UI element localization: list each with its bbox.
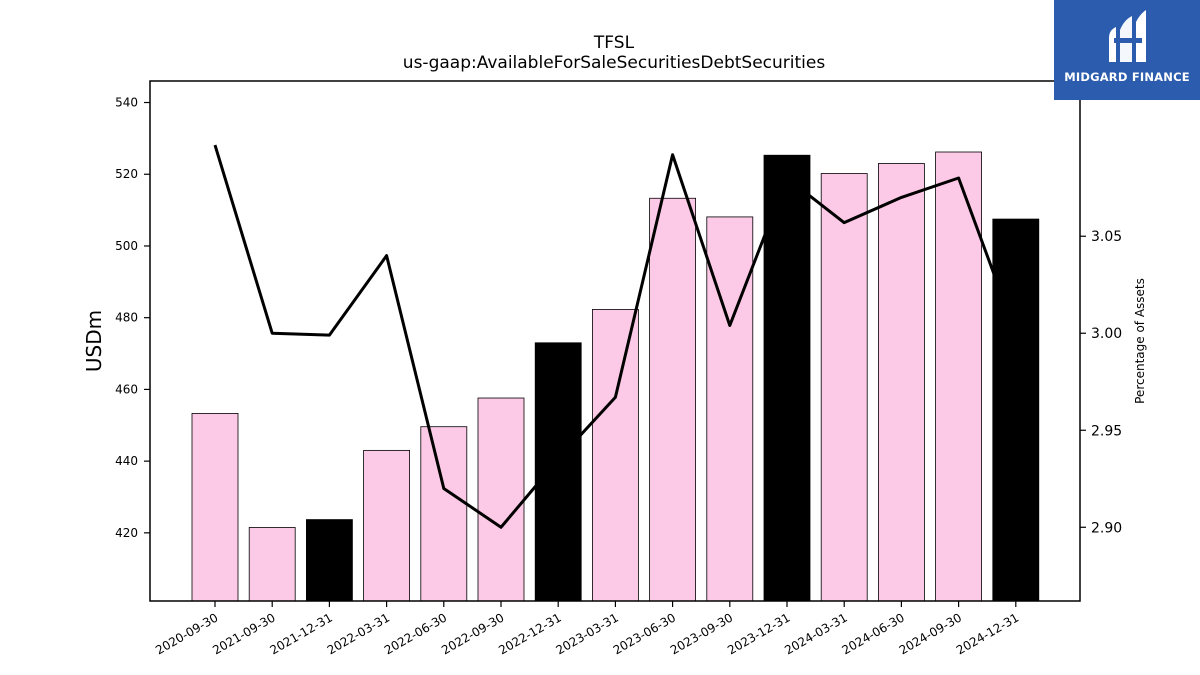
logo-text: MIDGARD FINANCE — [1064, 70, 1190, 84]
x-tick-label: 2024-03-31 — [782, 610, 849, 657]
x-tick-label: 2022-09-30 — [439, 610, 506, 657]
y-axis-label: USDm — [82, 310, 106, 372]
y-tick-label: 540 — [115, 96, 138, 110]
y-right-tick-label: 3.05 — [1091, 229, 1122, 245]
y-tick-label: 520 — [115, 167, 138, 181]
bar-2024-06-30 — [878, 163, 925, 602]
bar-2024-03-31 — [820, 173, 868, 602]
y-right-tick-label: 3.00 — [1091, 326, 1122, 342]
x-tick-label: 2022-12-31 — [496, 610, 563, 657]
bar-2023-06-30 — [649, 197, 696, 602]
y-right-tick-label: 2.90 — [1091, 520, 1122, 536]
bar-2021-09-30 — [248, 527, 296, 602]
y-tick-label: 500 — [115, 239, 138, 253]
x-tick-label: 2021-09-30 — [210, 610, 277, 657]
x-tick-label: 2024-09-30 — [897, 610, 964, 657]
logo-icon — [1109, 10, 1146, 62]
y-axis-right-label: Percentage of Assets — [1133, 278, 1147, 404]
chart-subtitle: us-gaap:AvailableForSaleSecuritiesDebtSe… — [403, 53, 826, 73]
y-axis-left: 420 440 460 480 500 520 540 — [115, 96, 150, 540]
bar-2020-09-30 — [191, 413, 239, 602]
bar-2024-12-31 — [992, 218, 1040, 602]
bar-2022-03-31 — [363, 449, 411, 602]
x-tick-label: 2023-03-31 — [553, 610, 620, 657]
x-tick-label: 2021-12-31 — [267, 610, 334, 657]
bar-2022-12-31 — [534, 342, 582, 602]
y-tick-label: 480 — [115, 311, 138, 325]
x-tick-label: 2020-09-30 — [153, 610, 220, 657]
x-tick-label: 2023-06-30 — [611, 610, 678, 657]
y-tick-label: 420 — [115, 526, 138, 540]
y-tick-label: 440 — [115, 454, 138, 468]
bar-2022-06-30 — [420, 426, 468, 602]
x-tick-label: 2022-03-31 — [325, 610, 392, 657]
x-tick-label: 2024-12-31 — [954, 610, 1021, 657]
bar-2022-09-30 — [477, 397, 525, 602]
x-tick-label: 2023-12-31 — [725, 610, 792, 657]
bar-2021-12-31 — [305, 519, 353, 602]
brand-logo: MIDGARD FINANCE — [1054, 0, 1200, 100]
y-tick-label: 460 — [115, 382, 138, 396]
x-tick-label: 2022-06-30 — [382, 610, 449, 657]
bar-2023-03-31 — [592, 309, 639, 602]
x-tick-label: 2023-09-30 — [668, 610, 735, 657]
x-tick-label: 2024-06-30 — [839, 610, 906, 657]
bar-2024-09-30 — [935, 151, 982, 602]
bar-group — [191, 151, 1040, 602]
x-axis: 2020-09-302021-09-302021-12-312022-03-31… — [153, 601, 1021, 657]
y-axis-right: 2.90 2.95 3.00 3.05 — [1080, 229, 1122, 536]
y-right-tick-label: 2.95 — [1091, 423, 1122, 439]
chart-title: TFSL — [593, 33, 635, 53]
percentage-line — [213, 144, 1018, 529]
bar-2023-12-31 — [763, 154, 811, 602]
